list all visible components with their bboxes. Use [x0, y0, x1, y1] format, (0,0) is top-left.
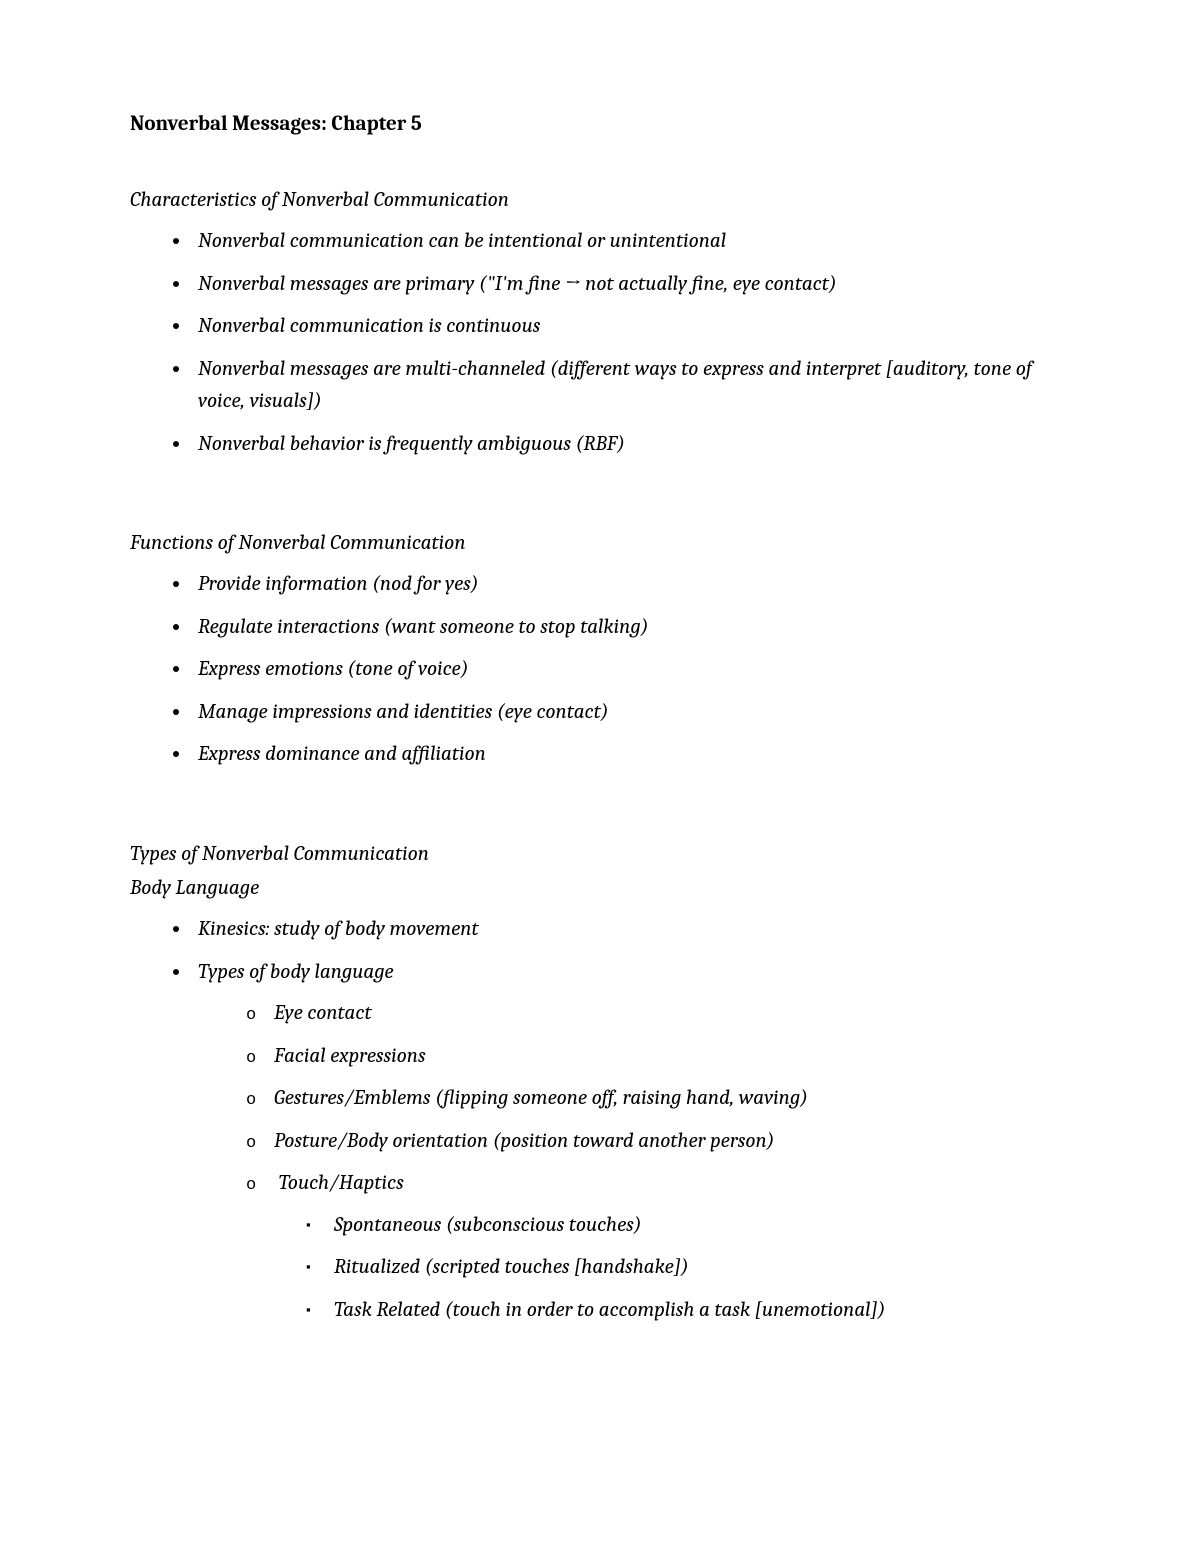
list-item-text: Nonverbal communication is continuous — [198, 314, 540, 338]
list-item-text: Express dominance and affiliation — [198, 742, 486, 766]
list-item-text: Spontaneous (subconscious touches) — [334, 1213, 642, 1237]
list-item: Kinesics: study of body movement — [192, 908, 1070, 951]
list-item-text: Gestures/Emblems (flipping someone off, … — [274, 1086, 808, 1110]
list-item-text: Posture/Body orientation (position towar… — [274, 1129, 774, 1153]
list-item: Nonverbal messages are primary ("I'm fin… — [192, 263, 1070, 306]
list-item: Gestures/Emblems (flipping someone off, … — [246, 1077, 1070, 1120]
list-item: Regulate interactions (want someone to s… — [192, 606, 1070, 649]
bullet-list-level2: Eye contact Facial expressions Gestures/… — [198, 992, 1070, 1336]
list-item: Touch/Haptics Spontaneous (subconscious … — [246, 1162, 1070, 1336]
list-item: Facial expressions — [246, 1035, 1070, 1078]
list-item-text: Types of body language — [198, 960, 394, 984]
list-item: Ritualized (scripted touches [handshake]… — [306, 1246, 1070, 1289]
list-item: Nonverbal behavior is frequently ambiguo… — [192, 423, 1070, 466]
section-heading: Functions of Nonverbal Communication — [130, 531, 1070, 555]
list-item-text: Ritualized (scripted touches [handshake]… — [334, 1255, 689, 1279]
list-item: Nonverbal communication can be intention… — [192, 220, 1070, 263]
bullet-list-level3: Spontaneous (subconscious touches) Ritua… — [246, 1204, 1070, 1332]
list-item-text: Nonverbal behavior is frequently ambiguo… — [198, 432, 625, 456]
list-item-text: Manage impressions and identities (eye c… — [198, 700, 609, 724]
list-item-text: Regulate interactions (want someone to s… — [198, 615, 649, 639]
list-item-text: Task Related (touch in order to accompli… — [334, 1298, 885, 1322]
section-heading: Types of Nonverbal Communication — [130, 842, 1070, 866]
list-item: Eye contact — [246, 992, 1070, 1035]
list-item-text: Kinesics: study of body movement — [198, 917, 479, 941]
list-item-text: Nonverbal messages are multi-channeled (… — [198, 357, 1032, 414]
list-item: Express emotions (tone of voice) — [192, 648, 1070, 691]
list-item: Posture/Body orientation (position towar… — [246, 1120, 1070, 1163]
list-item-text: Touch/Haptics — [279, 1171, 404, 1195]
bullet-list: Provide information (nod for yes) Regula… — [130, 563, 1070, 776]
list-item: Provide information (nod for yes) — [192, 563, 1070, 606]
list-item: Nonverbal communication is continuous — [192, 305, 1070, 348]
list-item-text: Express emotions (tone of voice) — [198, 657, 469, 681]
bullet-list: Kinesics: study of body movement Types o… — [130, 908, 1070, 1341]
list-item: Express dominance and affiliation — [192, 733, 1070, 776]
list-item: Task Related (touch in order to accompli… — [306, 1289, 1070, 1332]
list-item-text: Nonverbal messages are primary ("I'm fin… — [198, 272, 837, 296]
list-item: Types of body language Eye contact Facia… — [192, 951, 1070, 1342]
document-title: Nonverbal Messages: Chapter 5 — [130, 112, 1070, 136]
list-item: Spontaneous (subconscious touches) — [306, 1204, 1070, 1247]
list-item-text: Nonverbal communication can be intention… — [198, 229, 726, 253]
list-item: Nonverbal messages are multi-channeled (… — [192, 348, 1070, 423]
list-item-text: Facial expressions — [274, 1044, 426, 1068]
list-item-text: Provide information (nod for yes) — [198, 572, 479, 596]
list-item: Manage impressions and identities (eye c… — [192, 691, 1070, 734]
document-page: Nonverbal Messages: Chapter 5 Characteri… — [0, 0, 1200, 1553]
bullet-list: Nonverbal communication can be intention… — [130, 220, 1070, 465]
section-subheading: Body Language — [130, 876, 1070, 900]
list-item-text: Eye contact — [274, 1001, 372, 1025]
section-heading: Characteristics of Nonverbal Communicati… — [130, 188, 1070, 212]
